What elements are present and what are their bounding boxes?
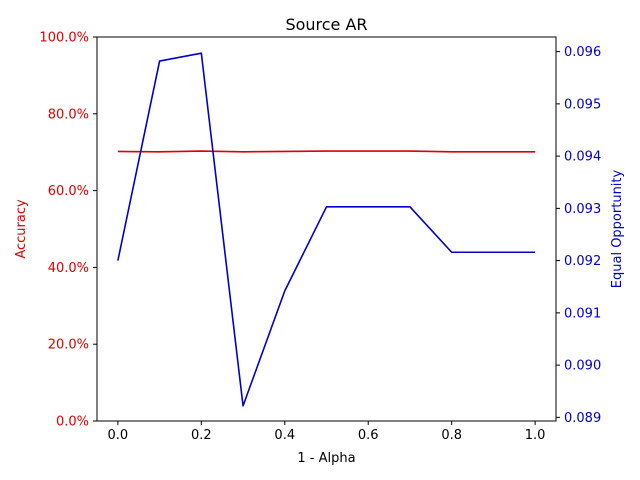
- x-tick-label: 0.6: [358, 428, 379, 443]
- x-axis: 0.0 0.2 0.4 0.6 0.8 1.0: [108, 421, 546, 443]
- right-y-axis-label: Equal Opportunity: [610, 169, 625, 288]
- right-y-tick-label: 0.096: [564, 45, 601, 60]
- x-tick-label: 0.0: [108, 428, 129, 443]
- chart-title: Source AR: [285, 15, 367, 34]
- left-y-tick-label: 40.0%: [48, 261, 89, 276]
- right-y-tick-label: 0.091: [564, 306, 601, 321]
- left-y-tick-label: 20.0%: [48, 338, 89, 353]
- plot-frame: [96, 36, 557, 422]
- left-y-tick-label: 100.0%: [39, 31, 89, 46]
- left-y-axis: 0.0% 20.0% 40.0% 60.0% 80.0% 100.0%: [39, 31, 97, 430]
- right-y-tick-label: 0.094: [564, 150, 601, 165]
- right-y-axis: 0.089 0.090 0.091 0.092 0.093 0.094 0.095 0.096: [556, 45, 601, 426]
- left-y-axis-label: Accuracy: [14, 199, 29, 259]
- right-y-tick-label: 0.093: [564, 202, 601, 217]
- x-tick-label: 1.0: [525, 428, 546, 443]
- series-line-accuracy: [117, 150, 536, 153]
- left-y-tick-label: 0.0%: [56, 415, 89, 430]
- x-tick-label: 0.4: [274, 428, 295, 443]
- left-y-tick-label: 80.0%: [48, 107, 89, 122]
- right-y-tick-label: 0.092: [564, 254, 601, 269]
- right-y-tick-label: 0.089: [564, 411, 601, 426]
- series-line-equal-opportunity: [117, 52, 536, 407]
- x-tick-label: 0.2: [191, 428, 212, 443]
- x-axis-label: 1 - Alpha: [297, 451, 355, 466]
- right-y-tick-label: 0.095: [564, 97, 601, 112]
- plot-area: [117, 52, 536, 407]
- left-y-tick-label: 60.0%: [48, 184, 89, 199]
- x-tick-label: 0.8: [441, 428, 462, 443]
- right-y-tick-label: 0.090: [564, 359, 601, 374]
